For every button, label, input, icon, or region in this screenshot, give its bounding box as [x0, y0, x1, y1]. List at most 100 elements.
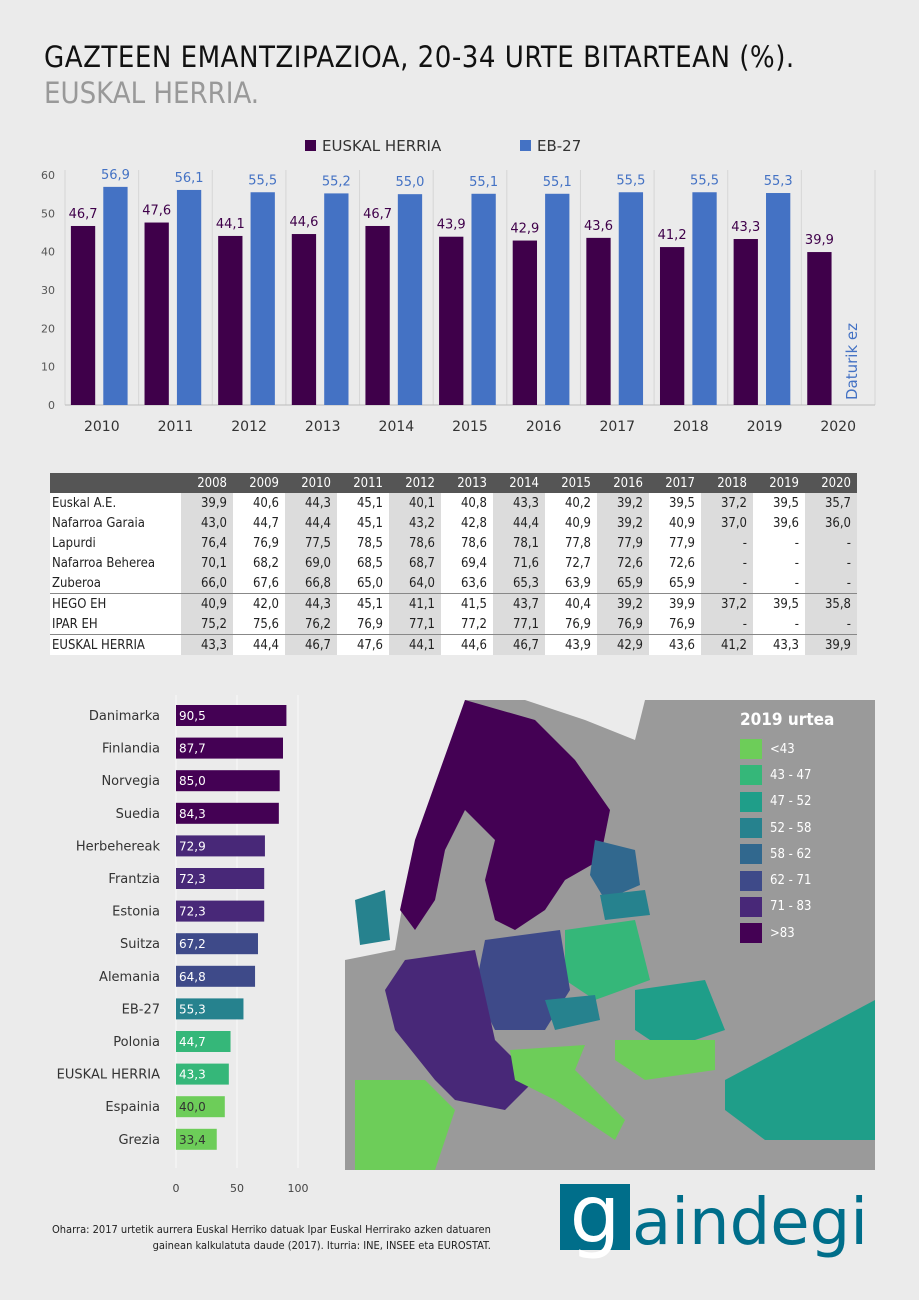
- legend-label: 58 - 62: [770, 846, 812, 862]
- header-cell: [50, 473, 181, 493]
- table-cell: -: [805, 533, 857, 553]
- bar: [692, 192, 717, 405]
- legend-item: <43: [740, 736, 834, 762]
- table-row: Nafarroa Beherea 70,1 68,2 69,0 68,5 68,7 69,4…: [50, 553, 857, 573]
- table-cell: 42,0: [233, 593, 285, 614]
- data-label: 40,0: [179, 1100, 206, 1114]
- legend-item: >83: [740, 920, 834, 946]
- table-cell: 45,1: [337, 513, 389, 533]
- table-cell: 77,2: [441, 614, 493, 635]
- table-cell: 35,7: [805, 493, 857, 513]
- category-label: Alemania: [99, 970, 160, 985]
- bar: [176, 189, 202, 405]
- bar: [512, 240, 538, 405]
- x-tick-label: 2016: [526, 419, 562, 435]
- header-cell: 2019: [753, 473, 805, 493]
- table-cell: 44,4: [285, 513, 337, 533]
- category-label: Frantzia: [108, 872, 160, 887]
- data-label: 64,8: [179, 970, 206, 984]
- table-cell: 65,0: [337, 573, 389, 594]
- legend-swatch: [740, 896, 762, 917]
- y-tick-label: 50: [41, 207, 55, 220]
- legend-swatch: [740, 818, 762, 839]
- legend-item: 62 - 71: [740, 867, 834, 893]
- table-row: Lapurdi 76,4 76,9 77,5 78,5 78,6 78,6 78,1 77,8 7…: [50, 533, 857, 553]
- table-cell: -: [701, 553, 753, 573]
- table-cell: 39,5: [753, 593, 805, 614]
- table-cell: 76,9: [597, 614, 649, 635]
- legend-swatch: [305, 140, 316, 151]
- table-cell: 77,1: [389, 614, 441, 635]
- bar: [176, 770, 280, 792]
- legend-swatch: [520, 140, 531, 151]
- table-cell: -: [701, 533, 753, 553]
- legend-swatch: [740, 923, 762, 944]
- data-label: 39,9: [805, 233, 834, 248]
- header-cell: 2017: [649, 473, 701, 493]
- table-cell: 43,3: [181, 634, 233, 655]
- data-label: 56,9: [101, 168, 130, 183]
- svg-text:aindegia: aindegia: [632, 1186, 870, 1260]
- data-label: 55,0: [396, 175, 425, 190]
- table-cell: 44,3: [285, 593, 337, 614]
- x-tick-label: 2018: [673, 419, 709, 435]
- bar: [176, 737, 283, 759]
- page-subtitle: EUSKAL HERRIA.: [44, 76, 260, 110]
- data-label: 87,7: [179, 742, 206, 756]
- table-cell: 72,6: [649, 553, 701, 573]
- x-tick-label: 2013: [305, 419, 341, 435]
- table-cell: -: [753, 553, 805, 573]
- category-label: Finlandia: [102, 742, 160, 757]
- data-label: 72,9: [179, 839, 206, 853]
- table-cell: 63,9: [545, 573, 597, 594]
- table-cell: 40,6: [233, 493, 285, 513]
- bar: [103, 186, 128, 405]
- data-label: 72,3: [179, 872, 206, 886]
- data-label: 46,7: [69, 207, 98, 222]
- table-cell: 42,9: [597, 634, 649, 655]
- x-tick-label: 2017: [599, 419, 635, 435]
- bar: [176, 1063, 229, 1085]
- row-label: Euskal A.E.: [50, 493, 181, 513]
- y-tick-label: 0: [48, 399, 55, 412]
- table-cell: 68,2: [233, 553, 285, 573]
- y-tick-label: 10: [41, 361, 55, 374]
- bar: [176, 900, 265, 922]
- category-label: Espainia: [105, 1100, 160, 1115]
- table-cell: 39,5: [649, 493, 701, 513]
- table-cell: 44,4: [233, 634, 285, 655]
- y-tick-label: 30: [41, 284, 55, 297]
- table-cell: 77,5: [285, 533, 337, 553]
- footnote-line: Oharra: 2017 urtetik aurrera Euskal Herr…: [52, 1223, 491, 1236]
- data-label: 55,5: [616, 173, 645, 188]
- table-cell: 76,2: [285, 614, 337, 635]
- table-cell: 70,1: [181, 553, 233, 573]
- category-label: Norvegia: [101, 774, 160, 789]
- data-label: 47,6: [142, 204, 171, 219]
- table-cell: -: [701, 573, 753, 594]
- legend-title: 2019 urtea: [740, 710, 835, 730]
- data-label: 43,6: [584, 219, 613, 234]
- legend-label: 52 - 58: [770, 820, 812, 836]
- table-cell: 77,8: [545, 533, 597, 553]
- table-cell: 43,6: [649, 634, 701, 655]
- x-tick-label: 100: [288, 1182, 309, 1195]
- bar: [659, 247, 685, 405]
- data-label: 85,0: [179, 774, 206, 788]
- y-tick-label: 40: [41, 246, 55, 259]
- header-cell: 2018: [701, 473, 753, 493]
- table-cell: 65,9: [649, 573, 701, 594]
- y-tick-label: 20: [41, 322, 55, 335]
- data-label: 44,7: [179, 1035, 206, 1049]
- table-cell: 76,9: [545, 614, 597, 635]
- table-cell: 40,9: [181, 593, 233, 614]
- table-cell: 69,0: [285, 553, 337, 573]
- table-cell: 39,9: [181, 493, 233, 513]
- legend-item: 43 - 47: [740, 762, 834, 788]
- table-cell: 40,9: [545, 513, 597, 533]
- data-label: 55,1: [543, 175, 572, 190]
- x-tick-label: 2020: [820, 419, 856, 435]
- data-label: 55,1: [469, 175, 498, 190]
- data-label: 44,6: [289, 215, 318, 230]
- legend-label: 71 - 83: [770, 899, 812, 915]
